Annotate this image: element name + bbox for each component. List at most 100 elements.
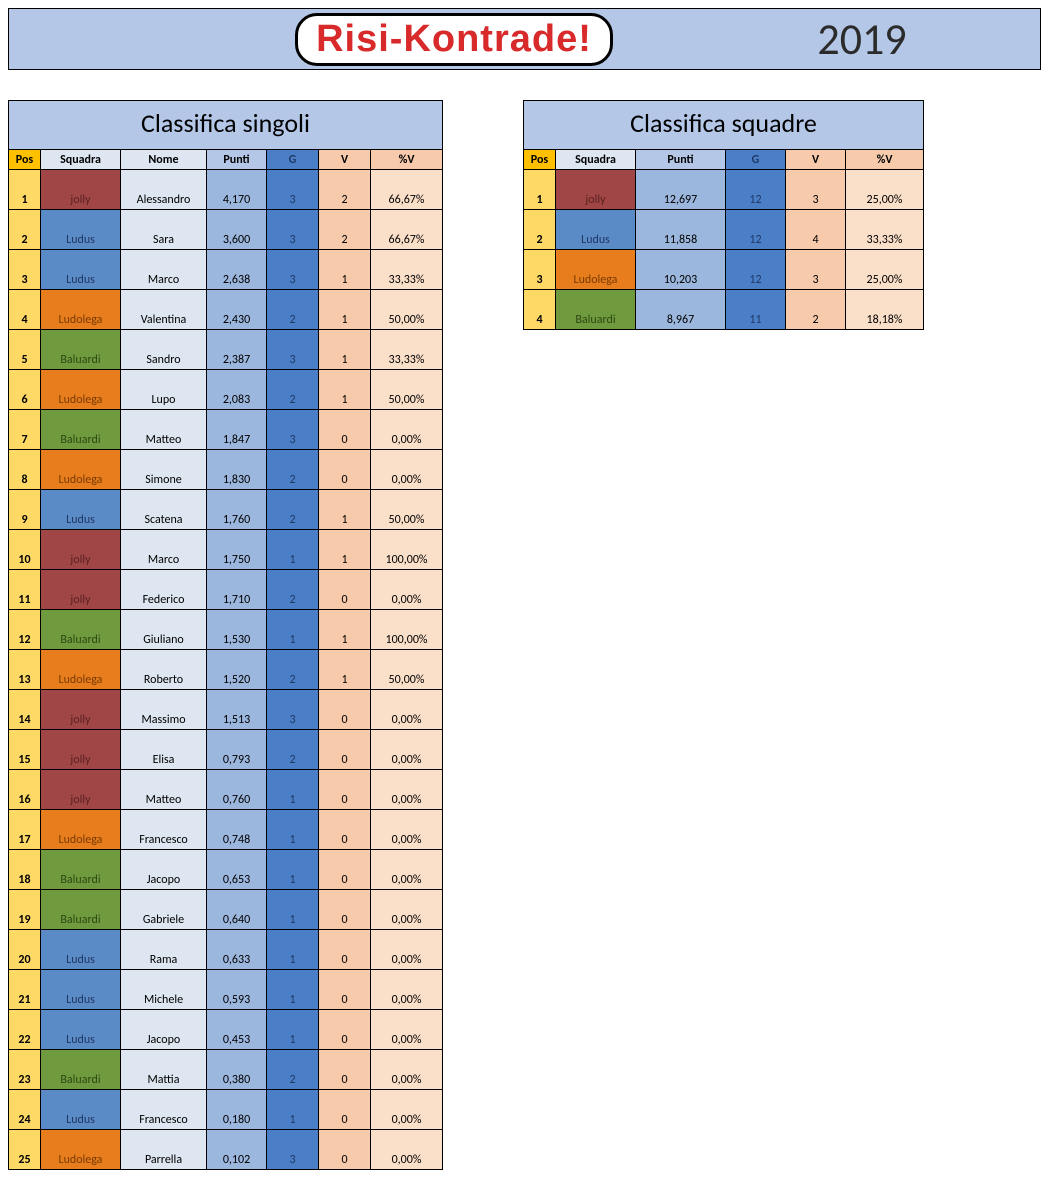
cell: 14 [9,690,41,730]
table-row: 20LudusRama0,633100,00% [9,930,443,970]
cell: 2 [267,730,319,770]
cell: 1 [267,1090,319,1130]
cell: 0,00% [371,690,443,730]
cell: 3 [267,1130,319,1170]
cell: 1,520 [207,650,267,690]
teams-table: PosSquadraPuntiGV%V 1jolly12,69712325,00… [523,149,924,330]
cell: Jacopo [121,1010,207,1050]
table-row: 8LudolegaSimone1,830200,00% [9,450,443,490]
cell: 3 [9,250,41,290]
cell: 17 [9,810,41,850]
cell: 1 [319,610,371,650]
table-row: 17LudolegaFrancesco0,748100,00% [9,810,443,850]
table-row: 16jollyMatteo0,760100,00% [9,770,443,810]
cell: 0,00% [371,1050,443,1090]
cell: 0,00% [371,1010,443,1050]
teams-header-row: PosSquadraPuntiGV%V [524,150,924,170]
cell: 0,00% [371,570,443,610]
cell: Federico [121,570,207,610]
cell: 7 [9,410,41,450]
table-row: 14jollyMassimo1,513300,00% [9,690,443,730]
cell: 0 [319,850,371,890]
table-row: 3LudusMarco2,6383133,33% [9,250,443,290]
cell: 2 [267,450,319,490]
cell: 2 [319,210,371,250]
cell: 8,967 [636,290,726,330]
cell: Ludolega [556,250,636,290]
cell: Matteo [121,770,207,810]
cell: 1 [267,810,319,850]
cell: 50,00% [371,490,443,530]
cell: jolly [41,690,121,730]
cell: Ludus [41,1010,121,1050]
cell: 4,170 [207,170,267,210]
cell: 0 [319,970,371,1010]
cell: 1 [524,170,556,210]
col-header: V [786,150,846,170]
cell: 4 [524,290,556,330]
cell: Ludus [41,930,121,970]
cell: Ludolega [41,810,121,850]
table-row: 7BaluardiMatteo1,847300,00% [9,410,443,450]
cell: 1 [267,850,319,890]
cell: 0,00% [371,850,443,890]
cell: jolly [41,570,121,610]
cell: 16 [9,770,41,810]
cell: 1 [267,610,319,650]
table-row: 5BaluardiSandro2,3873133,33% [9,330,443,370]
cell: 24 [9,1090,41,1130]
cell: 15 [9,730,41,770]
cell: 0,00% [371,970,443,1010]
cell: 21 [9,970,41,1010]
cell: 33,33% [371,330,443,370]
col-header: G [726,150,786,170]
cell: 1 [267,770,319,810]
col-header: Nome [121,150,207,170]
cell: Ludolega [41,370,121,410]
cell: 1 [319,250,371,290]
cell: 8 [9,450,41,490]
cell: 1 [267,890,319,930]
cell: 18 [9,850,41,890]
cell: 1 [267,930,319,970]
table-row: 15jollyElisa0,793200,00% [9,730,443,770]
cell: 1 [319,370,371,410]
teams-title: Classifica squadre [523,100,924,149]
cell: 50,00% [371,290,443,330]
table-row: 6LudolegaLupo2,0832150,00% [9,370,443,410]
tables-container: Classifica singoli PosSquadraNomePuntiGV… [8,100,1041,1170]
cell: 1 [267,530,319,570]
table-row: 4LudolegaValentina2,4302150,00% [9,290,443,330]
cell: Roberto [121,650,207,690]
table-row: 21LudusMichele0,593100,00% [9,970,443,1010]
cell: 10,203 [636,250,726,290]
cell: Sara [121,210,207,250]
table-row: 18BaluardiJacopo0,653100,00% [9,850,443,890]
cell: 2,083 [207,370,267,410]
cell: Baluardi [41,850,121,890]
cell: 3 [524,250,556,290]
cell: 1 [319,650,371,690]
cell: 1 [319,330,371,370]
col-header: %V [846,150,924,170]
cell: Michele [121,970,207,1010]
cell: 0 [319,730,371,770]
cell: Mattia [121,1050,207,1090]
singles-title: Classifica singoli [8,100,443,149]
cell: 0,640 [207,890,267,930]
cell: 1,710 [207,570,267,610]
cell: 0,793 [207,730,267,770]
cell: 0,00% [371,410,443,450]
cell: Rama [121,930,207,970]
cell: Scatena [121,490,207,530]
cell: Parrella [121,1130,207,1170]
cell: 0,593 [207,970,267,1010]
cell: 0,633 [207,930,267,970]
cell: Marco [121,250,207,290]
cell: 1 [267,970,319,1010]
col-header: Pos [524,150,556,170]
cell: 22 [9,1010,41,1050]
cell: 11 [9,570,41,610]
col-header: Pos [9,150,41,170]
table-row: 25LudolegaParrella0,102300,00% [9,1130,443,1170]
